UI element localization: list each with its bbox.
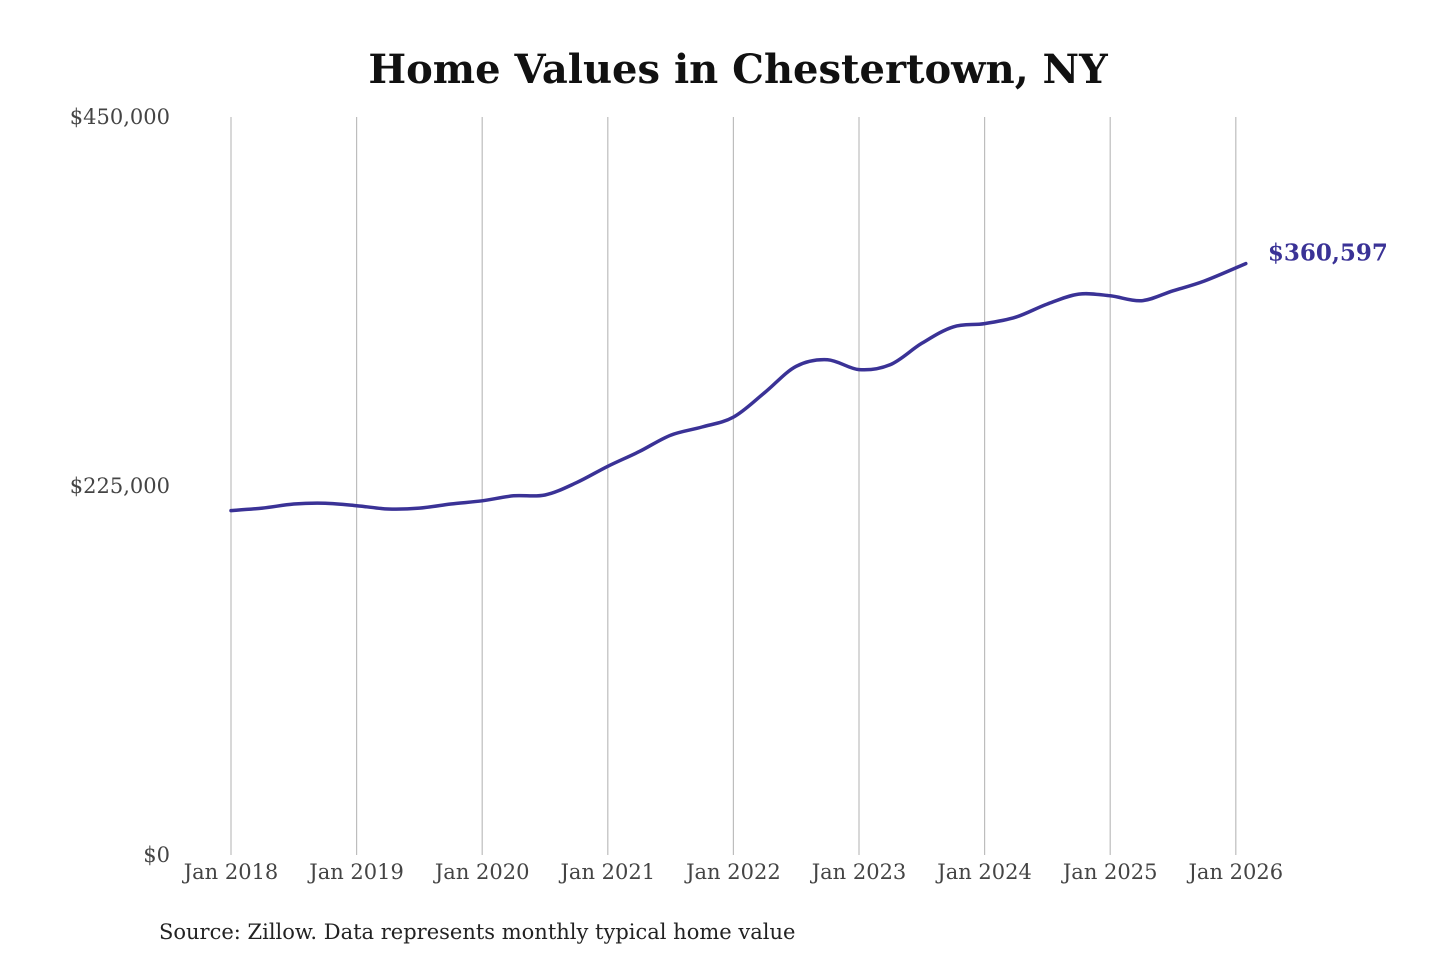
source-note: Source: Zillow. Data represents monthly … — [159, 920, 795, 944]
x-tick-label-2: Jan 2020 — [433, 860, 530, 884]
series-layer: $360,597 — [229, 240, 1388, 513]
x-tick-label-8: Jan 2026 — [1187, 860, 1284, 884]
grid-lines — [230, 117, 1237, 855]
x-tick-label-7: Jan 2025 — [1061, 860, 1158, 884]
x-tick-label-5: Jan 2023 — [810, 860, 907, 884]
x-tick-label-6: Jan 2024 — [935, 860, 1032, 884]
y-tick-label-2: $450,000 — [70, 105, 170, 129]
x-tick-label-1: Jan 2019 — [307, 860, 404, 884]
series-line-0 — [229, 261, 1248, 513]
y-tick-label-1: $225,000 — [70, 474, 170, 498]
y-axis-ticks: $0 $225,000 $450,000 — [70, 105, 170, 867]
x-axis-ticks: Jan 2018 Jan 2019 Jan 2020 Jan 2021 Jan 2022… — [182, 860, 1283, 884]
x-tick-label-0: Jan 2018 — [182, 860, 279, 884]
y-tick-label-0: $0 — [143, 843, 170, 867]
x-tick-label-3: Jan 2021 — [559, 860, 656, 884]
chart-title: Home Values in Chestertown, NY — [368, 46, 1108, 93]
x-tick-label-4: Jan 2022 — [684, 860, 781, 884]
end-value-label: $360,597 — [1268, 240, 1388, 267]
